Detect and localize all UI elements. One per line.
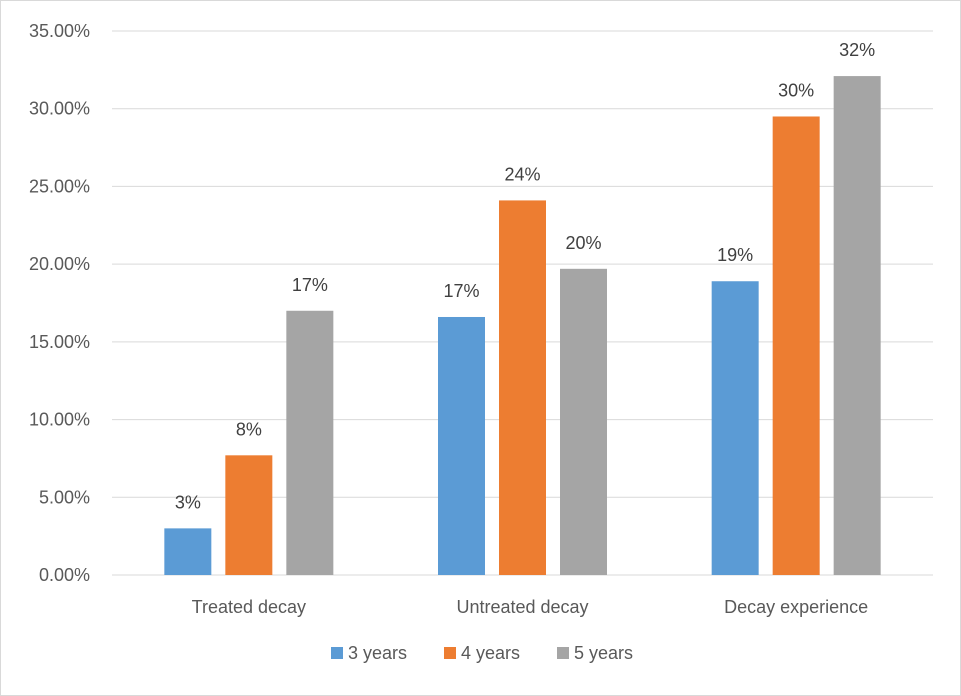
- data-label: 24%: [504, 164, 540, 184]
- data-label: 30%: [778, 80, 814, 100]
- bar: [438, 316, 485, 575]
- data-label: 17%: [292, 275, 328, 295]
- y-tick-label: 0.00%: [39, 565, 90, 585]
- bar: [711, 281, 759, 575]
- x-tick-label: Untreated decay: [456, 597, 588, 617]
- x-tick-label: Decay experience: [724, 597, 868, 617]
- bar: [499, 200, 546, 575]
- y-tick-label: 30.00%: [29, 99, 90, 119]
- data-labels: 3% 8% 17% 17% 24% 20% 19% 30% 32%: [175, 40, 875, 512]
- y-tick-label: 20.00%: [29, 254, 90, 274]
- x-tick-label: Treated decay: [192, 597, 306, 617]
- y-tick-label: 25.00%: [29, 176, 90, 196]
- bar: [225, 455, 273, 575]
- legend-label: 4 years: [461, 643, 520, 663]
- data-label: 20%: [565, 233, 601, 253]
- legend-swatch: [557, 647, 569, 659]
- data-label: 32%: [839, 40, 875, 60]
- data-label: 19%: [717, 245, 753, 265]
- data-label: 3%: [175, 492, 201, 512]
- bars: [164, 76, 881, 576]
- x-axis-categories: Treated decay Untreated decay Decay experi…: [192, 597, 869, 617]
- bar: [772, 116, 820, 575]
- y-tick-label: 5.00%: [39, 487, 90, 507]
- data-label: 17%: [443, 281, 479, 301]
- legend-label: 3 years: [348, 643, 407, 663]
- y-tick-label: 15.00%: [29, 332, 90, 352]
- legend-label: 5 years: [574, 643, 633, 663]
- legend: 3 years 4 years 5 years: [331, 643, 633, 663]
- bar: [833, 76, 881, 576]
- bar: [164, 528, 212, 575]
- bar: [560, 268, 607, 575]
- legend-swatch: [331, 647, 343, 659]
- legend-swatch: [444, 647, 456, 659]
- bar: [286, 310, 334, 575]
- y-tick-label: 10.00%: [29, 410, 90, 430]
- y-tick-label: 35.00%: [29, 21, 90, 41]
- data-label: 8%: [236, 419, 262, 439]
- y-axis-ticks: 0.00% 5.00% 10.00% 15.00% 20.00% 25.00% 30.00%…: [29, 21, 90, 585]
